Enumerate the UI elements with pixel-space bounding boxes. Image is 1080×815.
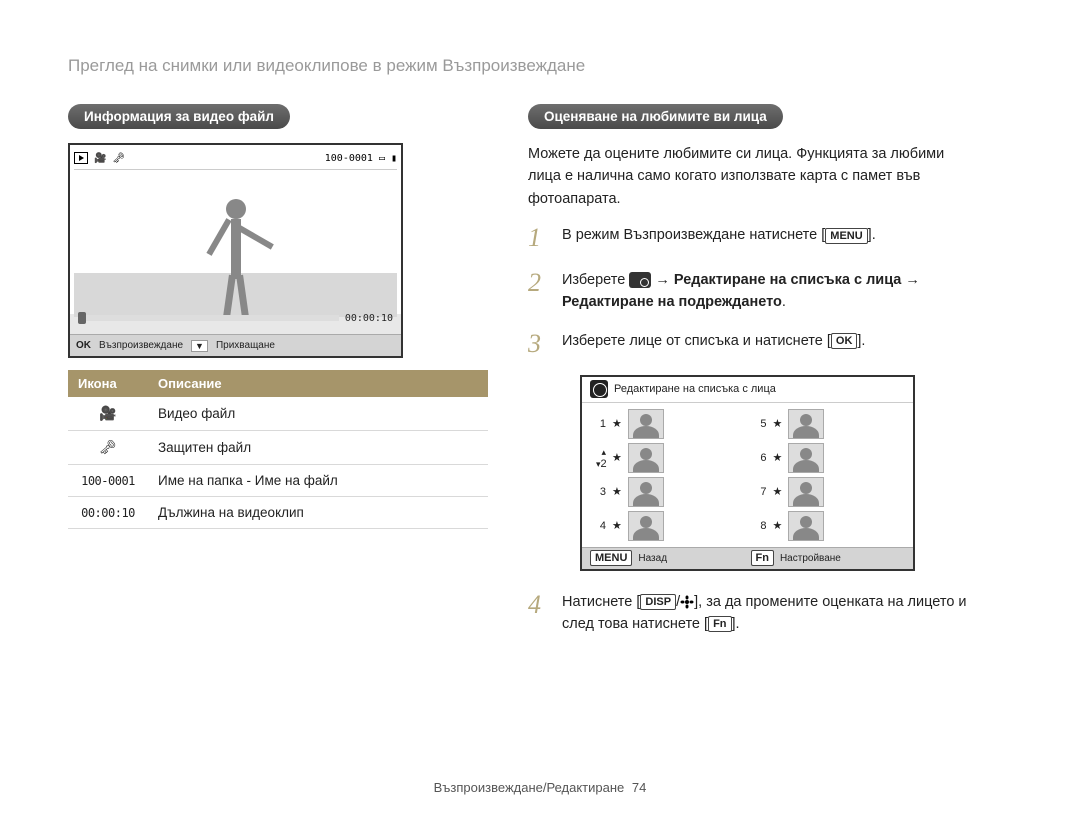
down-arrow-icon: ▼ — [191, 340, 208, 352]
step2-bold1: Редактиране на списъка с лица — [674, 272, 901, 288]
step1-text-before: В режим Възпроизвеждане натиснете — [562, 227, 821, 243]
face-item: 8★ — [757, 511, 900, 541]
icon-description-table: Икона Описание 🎥 Видео файл 🗝 Защитен фа… — [68, 370, 488, 529]
step-1: 1 В режим Възпроизвеждане натиснете [MEN… — [528, 224, 968, 253]
ok-key: OK — [831, 333, 858, 349]
play-icon — [74, 152, 88, 164]
back-label: Назад — [638, 553, 667, 564]
step-number: 3 — [528, 330, 548, 359]
face-thumb — [628, 477, 664, 507]
face-settings-icon — [629, 272, 651, 288]
face-thumb — [628, 443, 664, 473]
video-info-screenshot: 🎥 🗝 100-0001 ▭ ▮ 00:00:10 — [68, 143, 403, 358]
left-section-header: Информация за видео файл — [68, 104, 290, 129]
face-item: 5★ — [757, 409, 900, 439]
storage-icon: ▭ — [379, 153, 385, 164]
face-item: 6★ — [757, 443, 900, 473]
table-row: 100-0001 Име на папка - Име на файл — [68, 465, 488, 497]
cell-desc: Защитен файл — [148, 431, 488, 465]
intro-text: Можете да оцените любимите си лица. Функ… — [528, 143, 968, 210]
disp-key: DISP — [640, 594, 676, 610]
step4-text-before: Натиснете — [562, 594, 636, 610]
right-section-header: Оценяване на любимите ви лица — [528, 104, 783, 129]
protected-file-icon: 🗝 — [99, 439, 117, 455]
timecode-label: 00:00:10 — [345, 313, 393, 324]
step2-bold2: Редактиране на подреждането — [562, 294, 782, 310]
page-title: Преглед на снимки или видеоклипове в реж… — [68, 56, 1012, 76]
cell-desc: Дължина на видеоклип — [148, 497, 488, 529]
battery-icon: ▮ — [391, 153, 397, 164]
col-header-icon: Икона — [68, 370, 148, 397]
right-column: Оценяване на любимите ви лица Можете да … — [528, 104, 968, 651]
step-number: 4 — [528, 591, 548, 636]
menu-key: MENU — [825, 228, 867, 244]
face-list-icon — [590, 380, 608, 398]
page-footer: Възпроизвеждане/Редактиране 74 — [0, 780, 1080, 795]
camera-icon: 🎥 — [94, 153, 106, 164]
fn-label: Настройване — [780, 553, 841, 564]
cell-desc: Видео файл — [148, 397, 488, 431]
steps-list: 1 В режим Възпроизвеждане натиснете [MEN… — [528, 224, 968, 358]
face-thumb — [788, 443, 824, 473]
person-silhouette — [206, 199, 266, 317]
face-item: 7★ — [757, 477, 900, 507]
left-column: Информация за видео файл 🎥 🗝 100-0001 ▭ … — [68, 104, 488, 651]
face-item: ▴▾2★ — [596, 443, 739, 473]
step-4: 4 Натиснете [DISP/], за да промените оце… — [528, 591, 968, 636]
table-row: 00:00:10 Дължина на видеоклип — [68, 497, 488, 529]
face-thumb — [628, 511, 664, 541]
progress-bar — [78, 315, 339, 321]
step-2: 2 Изберете → Редактиране на списъка с ли… — [528, 269, 968, 314]
face-item: 3★ — [596, 477, 739, 507]
face-thumb — [788, 477, 824, 507]
fn-key-2: Fn — [708, 616, 731, 632]
duration-code: 00:00:10 — [81, 506, 135, 520]
page-number: 74 — [632, 780, 646, 795]
fn-key: Fn — [751, 550, 774, 566]
step-3: 3 Изберете лице от списъка и натиснете [… — [528, 330, 968, 359]
play-label: Възпроизвеждане — [99, 340, 183, 351]
capture-label: Прихващане — [216, 340, 275, 351]
step-number: 2 — [528, 269, 548, 314]
menu-back-key: MENU — [590, 550, 632, 566]
video-file-icon: 🎥 — [99, 405, 116, 421]
table-row: 🗝 Защитен файл — [68, 431, 488, 465]
face-item: 4★ — [596, 511, 739, 541]
step2-select: Изберете — [562, 272, 629, 288]
step-number: 1 — [528, 224, 548, 253]
ok-icon: OK — [76, 340, 91, 351]
folder-file-label: 100-0001 — [325, 153, 373, 164]
col-header-desc: Описание — [148, 370, 488, 397]
face-thumb — [788, 409, 824, 439]
face-item: 1★ — [596, 409, 739, 439]
face-list-title: Редактиране на списъка с лица — [614, 383, 776, 395]
folder-file-code: 100-0001 — [81, 474, 135, 488]
footer-text: Възпроизвеждане/Редактиране — [434, 780, 625, 795]
macro-flower-icon — [680, 595, 694, 609]
table-row: 🎥 Видео файл — [68, 397, 488, 431]
lock-icon: 🗝 — [112, 153, 125, 164]
step3-text-before: Изберете лице от списъка и натиснете — [562, 333, 827, 349]
face-list-screenshot: Редактиране на списъка с лица 1★ 5★ ▴▾2★ 6★… — [580, 375, 915, 571]
face-thumb — [628, 409, 664, 439]
cell-desc: Име на папка - Име на файл — [148, 465, 488, 497]
face-thumb — [788, 511, 824, 541]
